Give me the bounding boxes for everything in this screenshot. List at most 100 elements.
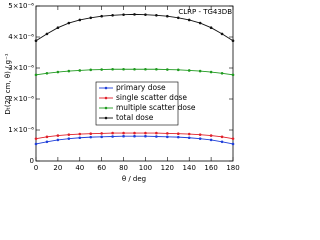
x-tick-label: 180	[226, 164, 239, 172]
data-point	[231, 73, 235, 77]
data-point	[231, 137, 235, 140]
data-point	[209, 134, 213, 137]
data-point	[187, 132, 191, 136]
data-point	[176, 16, 180, 20]
x-tick-label: 80	[119, 164, 128, 172]
data-point	[231, 142, 235, 146]
data-point	[198, 137, 202, 140]
data-point	[209, 70, 213, 74]
y-tick-label: 3×10⁻⁶	[8, 64, 34, 72]
legend-marker	[104, 106, 108, 110]
data-point	[144, 131, 147, 135]
data-point	[187, 18, 191, 22]
data-point	[133, 134, 136, 138]
x-tick-label: 20	[53, 164, 62, 172]
data-point	[187, 69, 191, 72]
data-point	[198, 133, 202, 136]
data-point	[89, 135, 93, 139]
data-point	[67, 69, 71, 73]
data-point	[133, 131, 136, 135]
data-point	[78, 69, 82, 72]
data-point	[45, 71, 49, 75]
data-point	[56, 134, 60, 137]
data-point	[34, 142, 38, 146]
data-point	[122, 13, 125, 16]
y-tick-label: 1×10⁻⁶	[8, 126, 34, 134]
series-line	[35, 13, 234, 42]
data-point	[56, 70, 60, 74]
plot-frame	[35, 5, 234, 162]
x-tick-label: 60	[97, 164, 106, 172]
data-point	[78, 132, 82, 136]
data-point	[67, 21, 71, 25]
x-tick-label: 120	[161, 164, 174, 172]
data-point	[111, 131, 114, 135]
data-point	[122, 134, 125, 138]
legend-marker	[104, 86, 108, 90]
y-axis-label: Dₜ(20 cm, θ) / g⁻¹	[4, 53, 12, 114]
data-point	[100, 14, 103, 18]
legend-label: total dose	[116, 113, 154, 122]
data-point	[176, 132, 180, 136]
data-point	[187, 136, 191, 140]
data-point	[231, 39, 235, 43]
data-point	[166, 135, 169, 139]
data-point	[144, 134, 147, 138]
y-tick-label: 5×10⁻⁶	[8, 2, 34, 10]
legend-marker	[104, 96, 108, 100]
data-point	[67, 137, 71, 140]
data-point	[198, 69, 202, 73]
y-tick-label: 2×10⁻⁶	[8, 95, 34, 103]
data-point	[133, 13, 136, 16]
data-point	[209, 26, 213, 30]
legend-label: primary dose	[116, 83, 166, 92]
data-point	[56, 26, 60, 30]
data-point	[220, 71, 224, 75]
x-tick-label: 160	[204, 164, 217, 172]
x-axis-label: θ / deg	[122, 175, 146, 183]
data-point	[198, 21, 202, 25]
data-point	[34, 39, 38, 43]
x-tick-label: 0	[34, 164, 38, 172]
data-point	[176, 68, 180, 72]
data-point	[122, 67, 125, 71]
data-point	[45, 32, 49, 36]
data-point	[45, 140, 49, 144]
data-point	[56, 138, 60, 142]
data-point	[67, 133, 71, 136]
data-point	[166, 68, 169, 71]
legend-label: single scatter dose	[116, 93, 187, 102]
data-point	[111, 135, 114, 138]
y-tick-label: 4×10⁻⁶	[8, 33, 34, 41]
data-point	[111, 14, 114, 17]
data-point	[155, 131, 158, 135]
chart: CLRP - TG43DB θ / deg Dₜ(20 cm, θ) / g⁻¹…	[4, 2, 240, 183]
x-tick-label: 100	[139, 164, 152, 172]
data-point	[100, 135, 103, 139]
data-point	[166, 132, 169, 135]
data-point	[78, 18, 82, 22]
data-point	[155, 67, 158, 71]
data-point	[176, 135, 180, 139]
data-point	[78, 136, 82, 140]
x-tick-label: 140	[183, 164, 196, 172]
y-tick-label: 0	[30, 157, 34, 165]
annotation: CLRP - TG43DB	[178, 8, 232, 16]
data-point	[209, 138, 213, 142]
data-point	[34, 73, 38, 77]
data-point	[45, 135, 49, 139]
data-point	[155, 135, 158, 138]
data-point	[122, 131, 125, 135]
data-point	[100, 132, 103, 135]
legend-label: multiple scatter dose	[116, 103, 196, 112]
data-point	[34, 137, 38, 140]
legend-marker	[104, 116, 108, 120]
data-point	[100, 68, 103, 71]
data-point	[144, 67, 147, 71]
data-point	[220, 135, 224, 139]
data-point	[220, 32, 224, 36]
data-point	[89, 16, 93, 20]
data-point	[144, 13, 147, 16]
data-point	[89, 68, 93, 72]
